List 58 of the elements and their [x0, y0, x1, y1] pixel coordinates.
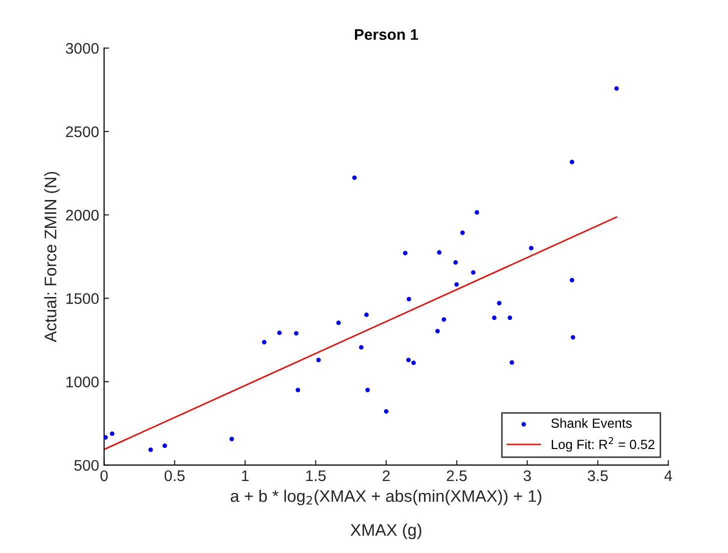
point — [358, 345, 364, 350]
y-tick-label: 2000 — [66, 210, 99, 221]
point — [436, 250, 442, 255]
point — [570, 278, 574, 282]
point — [454, 282, 459, 287]
point — [492, 316, 496, 320]
legend-label: Shank Events — [551, 418, 632, 428]
point — [104, 435, 108, 440]
point — [496, 300, 502, 306]
text: XMAX (g) — [350, 524, 422, 540]
x-axis-title: a + b * log$_{2}$(XMAX + abs(min(XMAX)) + 1) — [230, 490, 542, 506]
x-tick-label: 1 — [242, 470, 249, 482]
y-tick-label: 1500 — [66, 293, 99, 304]
x-tick-label: 0 — [100, 470, 108, 482]
point — [230, 436, 234, 442]
point — [460, 230, 465, 235]
point — [411, 360, 416, 366]
point — [110, 431, 114, 436]
point — [406, 296, 412, 302]
x-tick-label: 1.5 — [306, 470, 326, 482]
point — [316, 358, 321, 362]
point — [528, 246, 534, 250]
y-axis-title: Actual: Force ZMIN (N) — [44, 172, 60, 342]
point — [570, 335, 576, 340]
point — [364, 312, 369, 318]
point — [162, 443, 168, 448]
x-tick-label: 3 — [524, 470, 531, 482]
point — [442, 317, 446, 322]
y-tick-label: 500 — [74, 460, 99, 471]
point — [435, 328, 440, 334]
y-tick-label: 3000 — [66, 42, 99, 54]
x-tick-label: 0.5 — [164, 470, 185, 482]
point — [336, 320, 341, 326]
point — [570, 160, 574, 164]
point — [453, 260, 458, 265]
point — [262, 340, 266, 344]
point — [384, 409, 388, 414]
point — [296, 388, 300, 392]
point — [365, 388, 370, 392]
point — [352, 175, 357, 180]
point — [508, 316, 512, 320]
point — [148, 447, 153, 452]
y-tick-label: 1000 — [66, 376, 99, 388]
point — [403, 250, 408, 256]
legend-label: Log Fit: R$^{2}$ = 0.52 — [552, 437, 654, 452]
x-tick-label: 2.5 — [446, 470, 467, 482]
point — [614, 86, 619, 91]
y-tick-label: 2500 — [66, 126, 99, 138]
point — [406, 358, 411, 362]
point — [474, 210, 480, 215]
point — [294, 331, 298, 336]
x-tick-label: 4 — [664, 470, 672, 482]
chart-title: Person 1 — [354, 29, 418, 40]
x-tick-label: 3.5 — [588, 470, 608, 482]
point — [470, 270, 476, 275]
x-tick-label: 2 — [382, 470, 390, 482]
point — [277, 330, 282, 336]
point — [510, 360, 514, 365]
